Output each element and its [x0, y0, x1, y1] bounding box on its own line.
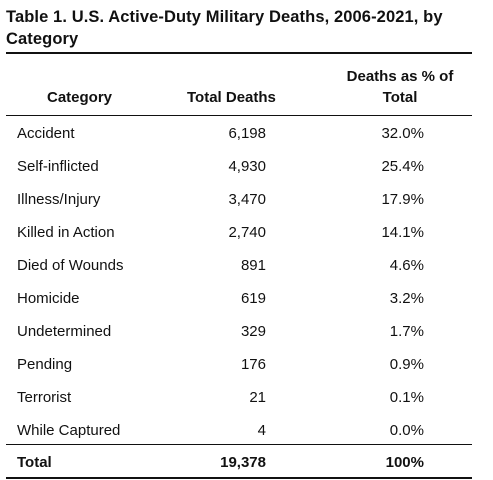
row-percent: 17.9% [381, 191, 424, 208]
table-row: Accident 6,198 32.0% [0, 117, 493, 150]
row-total: 2,740 [228, 224, 266, 241]
row-category: Terrorist [17, 389, 72, 406]
row-category: Pending [17, 356, 73, 373]
row-total: 6,198 [228, 125, 266, 142]
row-category: Illness/Injury [17, 191, 101, 208]
header-total-deaths: Total Deaths [187, 89, 276, 106]
row-percent: 32.0% [381, 125, 424, 142]
row-percent: 25.4% [381, 158, 424, 175]
total-row: Total 19,378 100% [0, 446, 493, 479]
row-category: While Captured [17, 422, 121, 439]
row-category: Homicide [17, 290, 80, 307]
header-deaths-percent-line2: Total [382, 89, 418, 106]
header-deaths-percent-line1: Deaths as % of [346, 68, 454, 85]
table-row: Illness/Injury 3,470 17.9% [0, 183, 493, 216]
row-total: 21 [249, 389, 266, 406]
table-row: While Captured 4 0.0% [0, 414, 493, 447]
row-percent: 14.1% [381, 224, 424, 241]
row-category: Died of Wounds [17, 257, 124, 274]
total-percent-value: 100% [385, 454, 424, 471]
row-total: 4 [257, 422, 266, 439]
header-category: Category [47, 89, 113, 106]
row-total: 891 [240, 257, 266, 274]
row-total: 4,930 [228, 158, 266, 175]
row-total: 3,470 [228, 191, 266, 208]
table-row: Self-inflicted 4,930 25.4% [0, 150, 493, 183]
total-deaths-value: 19,378 [220, 454, 266, 471]
total-rule [6, 444, 472, 445]
row-percent: 4.6% [389, 257, 424, 274]
table-row: Homicide 619 3.2% [0, 282, 493, 315]
header-deaths-percent: Deaths as % of Total [330, 66, 470, 108]
table-row: Died of Wounds 891 4.6% [0, 249, 493, 282]
table-row: Terrorist 21 0.1% [0, 381, 493, 414]
table-title: Table 1. U.S. Active-Duty Military Death… [6, 8, 443, 48]
bottom-rule [6, 477, 472, 479]
row-category: Undetermined [17, 323, 112, 340]
row-category: Killed in Action [17, 224, 115, 241]
total-label: Total [17, 454, 52, 471]
row-percent: 1.7% [389, 323, 424, 340]
row-total: 619 [240, 290, 266, 307]
row-total: 329 [240, 323, 266, 340]
row-total: 176 [240, 356, 266, 373]
table-row: Killed in Action 2,740 14.1% [0, 216, 493, 249]
table-row: Pending 176 0.9% [0, 348, 493, 381]
row-percent: 3.2% [389, 290, 424, 307]
row-percent: 0.1% [389, 389, 424, 406]
row-percent: 0.0% [389, 422, 424, 439]
row-percent: 0.9% [389, 356, 424, 373]
row-category: Self-inflicted [17, 158, 99, 175]
top-rule [6, 52, 472, 54]
row-category: Accident [17, 125, 75, 142]
header-rule [6, 115, 472, 116]
table-row: Undetermined 329 1.7% [0, 315, 493, 348]
